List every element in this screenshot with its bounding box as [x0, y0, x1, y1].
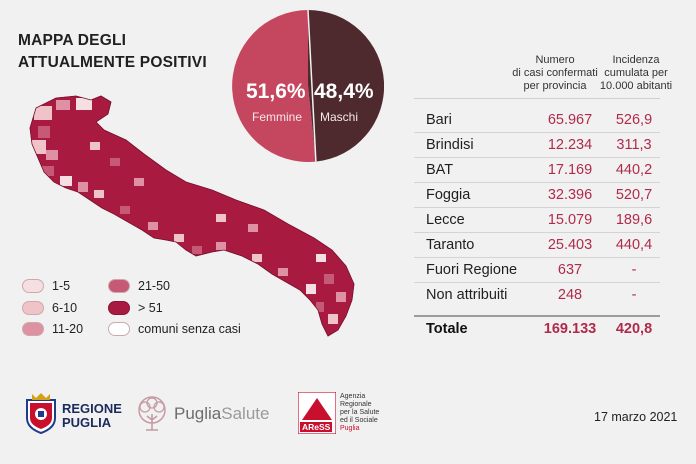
total-label: Totale — [426, 321, 468, 337]
legend-item: 6-10 — [22, 300, 77, 316]
row-incidence: 526,9 — [615, 112, 653, 128]
legend-item: comuni senza casi — [108, 321, 241, 337]
header-incidence-line: cumulata per — [604, 67, 668, 79]
row-cases: 32.396 — [547, 187, 593, 203]
row-cases: 15.079 — [547, 212, 593, 228]
aress-line: per la Salute — [340, 409, 380, 416]
legend-label: 21-50 — [138, 279, 170, 293]
table-row: Non attribuiti 248 - — [414, 283, 660, 308]
header-cases: Numero di casi confermati per provincia — [502, 54, 608, 93]
header-incidence-line: Incidenza — [612, 54, 660, 66]
legend-label: 1-5 — [52, 279, 71, 293]
municipality-patches — [32, 98, 346, 324]
row-incidence: - — [631, 287, 637, 303]
table-row: Taranto 25.403 440,4 — [414, 233, 660, 258]
row-province: Lecce — [426, 212, 465, 228]
legend-swatch — [22, 322, 44, 336]
row-cases: 248 — [557, 287, 583, 303]
total-cases: 169.133 — [543, 321, 597, 337]
legend-swatch — [108, 279, 130, 293]
table-row: Bari 65.967 526,9 — [414, 108, 660, 133]
row-province: Foggia — [426, 187, 471, 203]
aress-line: Puglia — [340, 425, 360, 432]
row-cases: 25.403 — [547, 237, 593, 253]
row-province: Brindisi — [426, 137, 474, 153]
aress-line: Regionale — [340, 401, 372, 408]
row-cases: 637 — [557, 262, 583, 278]
report-date: 17 marzo 2021 — [594, 410, 678, 424]
aress-mark: AReSS — [300, 422, 333, 432]
legend-swatch — [108, 301, 130, 315]
regione-line-1: REGIONE — [62, 401, 122, 416]
row-incidence: 189,6 — [615, 212, 653, 228]
legend-label: 6-10 — [52, 301, 78, 315]
row-province: Bari — [426, 112, 452, 128]
header-incidence-line: 10.000 abitanti — [599, 80, 673, 92]
header-cases-line: Numero — [535, 54, 575, 66]
row-incidence: 311,3 — [616, 137, 652, 153]
table-top-divider — [414, 98, 660, 99]
pie-male-label: Maschi — [320, 110, 359, 124]
puglia-salute-logo: PugliaSalute — [174, 404, 269, 424]
puglia-salute-word-1: Puglia — [174, 404, 222, 423]
puglia-salute-tree-icon — [132, 394, 172, 434]
table-total-row: Totale 169.133 420,8 — [414, 317, 660, 342]
puglia-choropleth-map — [29, 95, 355, 337]
legend-item: 21-50 — [108, 278, 170, 294]
legend-item: 1-5 — [22, 278, 70, 294]
legend-label: comuni senza casi — [138, 322, 241, 336]
row-cases: 17.169 — [547, 162, 593, 178]
table-row: BAT 17.169 440,2 — [414, 158, 660, 183]
pie-male-value: 48,4% — [314, 80, 374, 103]
table-row: Fuori Regione 637 - — [414, 258, 660, 283]
pie-female-label: Femmine — [252, 110, 303, 124]
regione-puglia-emblem-icon — [24, 392, 58, 435]
table-row: Foggia 32.396 520,7 — [414, 183, 660, 208]
legend-swatch — [22, 279, 44, 293]
aress-text: Agenzia Regionale per la Salute ed il So… — [340, 393, 379, 433]
row-province: Taranto — [426, 237, 475, 253]
page-title: MAPPA DEGLI ATTUALMENTE POSITIVI — [18, 30, 207, 74]
puglia-salute-word-2: Salute — [221, 404, 270, 423]
legend-item: 11-20 — [22, 321, 83, 337]
row-incidence: 440,2 — [615, 162, 653, 178]
row-province: Non attribuiti — [426, 287, 508, 303]
row-incidence: 440,4 — [615, 237, 653, 253]
pie-slice-female — [232, 10, 316, 162]
header-cases-line: di casi confermati — [512, 67, 598, 79]
aress-line: Agenzia — [340, 393, 366, 400]
title-line-2: ATTUALMENTE POSITIVI — [18, 54, 207, 71]
title-line-1: MAPPA DEGLI — [18, 32, 127, 49]
row-incidence: 520,7 — [615, 187, 653, 203]
row-province: Fuori Regione — [426, 262, 518, 278]
pie-female-value: 51,6% — [246, 80, 306, 103]
total-incidence: 420,8 — [615, 321, 653, 337]
regione-line-2: PUGLIA — [62, 415, 112, 430]
legend-label: 11-20 — [52, 322, 84, 336]
legend-label: > 51 — [138, 301, 163, 315]
row-cases: 12.234 — [547, 137, 593, 153]
table-total-divider — [414, 315, 660, 317]
row-cases: 65.967 — [547, 112, 593, 128]
regione-puglia-logo: REGIONE PUGLIA — [62, 402, 122, 430]
legend-swatch — [108, 322, 130, 336]
table-row: Lecce 15.079 189,6 — [414, 208, 660, 233]
header-incidence: Incidenza cumulata per 10.000 abitanti — [594, 54, 678, 93]
pie-slice-male — [308, 10, 384, 162]
aress-line: ed il Sociale — [340, 417, 378, 424]
legend-item: > 51 — [108, 300, 163, 316]
row-incidence: - — [631, 262, 637, 278]
legend-swatch — [22, 301, 44, 315]
table-row: Brindisi 12.234 311,3 — [414, 133, 660, 158]
header-cases-line: per provincia — [523, 80, 587, 92]
row-province: BAT — [426, 162, 454, 178]
gender-pie-chart — [232, 10, 384, 162]
